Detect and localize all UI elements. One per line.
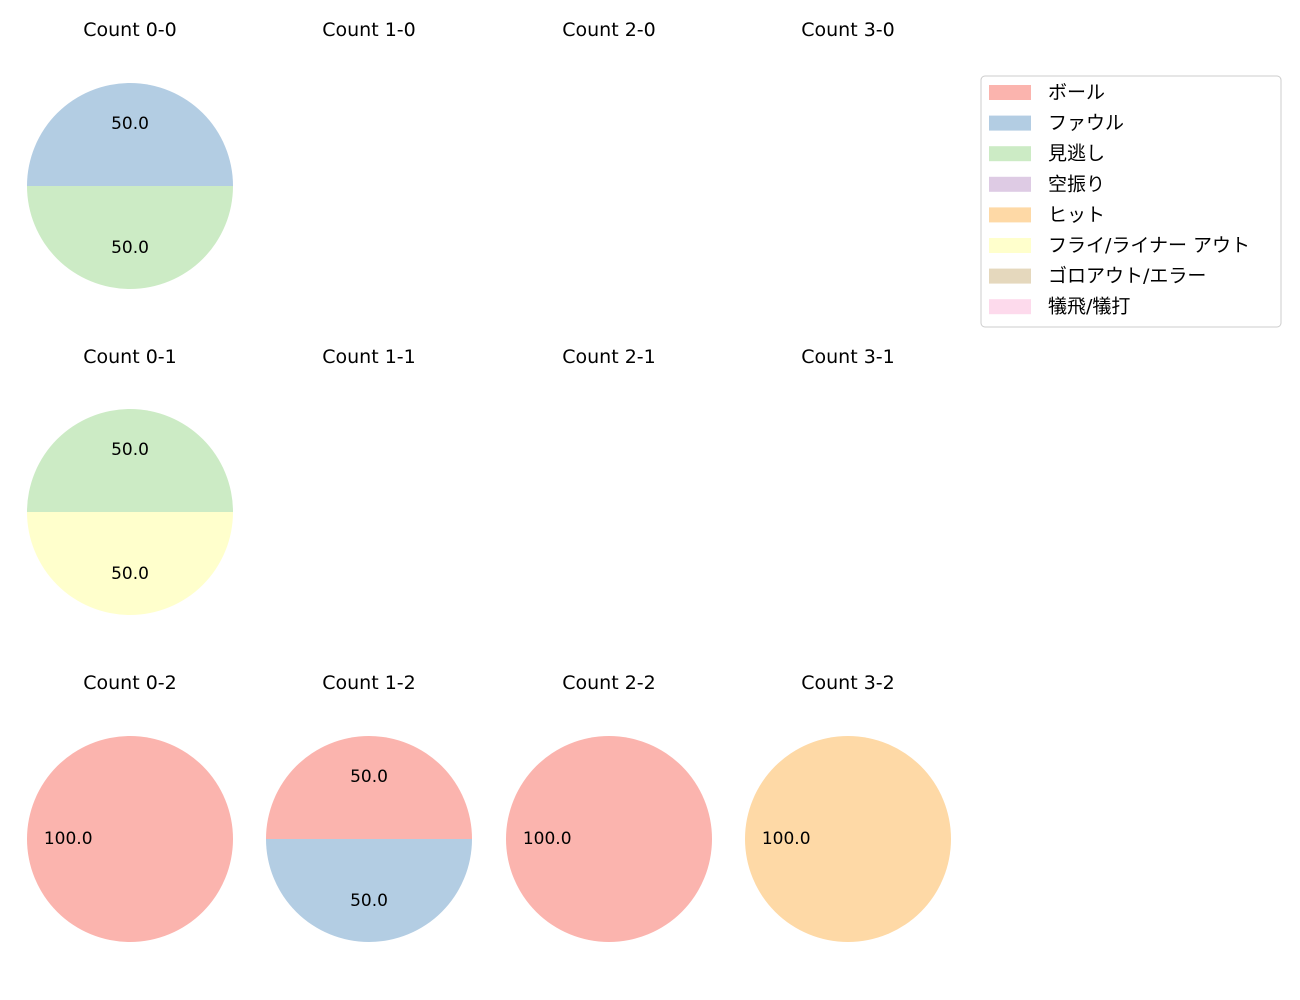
pie-slice xyxy=(745,736,951,942)
legend-label: 空振り xyxy=(1048,173,1105,195)
pie-title: Count 2-0 xyxy=(562,19,656,41)
pie-12: Count 3-2 100.0 xyxy=(745,672,951,942)
pie-slice xyxy=(27,736,233,942)
legend-swatch xyxy=(989,268,1031,284)
pie-title: Count 2-1 xyxy=(562,346,656,368)
pie-title: Count 3-1 xyxy=(801,346,895,368)
legend-swatch xyxy=(989,238,1031,253)
legend-swatch xyxy=(989,85,1031,100)
legend-frame xyxy=(980,75,1282,328)
slice-label: 100.0 xyxy=(762,829,811,849)
slice-label: 100.0 xyxy=(523,829,572,849)
pie-title: Count 3-0 xyxy=(801,19,895,41)
pie-2: Count 1-0 xyxy=(322,19,416,41)
pie-slice xyxy=(27,83,233,186)
pie-10: Count 1-2 50.0 50.0 xyxy=(266,672,472,942)
legend-label: ゴロアウト/エラー xyxy=(1048,265,1206,287)
pie-title: Count 1-2 xyxy=(322,672,416,694)
pie-title: Count 2-2 xyxy=(562,672,656,694)
pie-title: Count 1-0 xyxy=(322,19,416,41)
legend-item: ゴロアウト/エラー xyxy=(989,265,1206,287)
pie-6: Count 1-1 xyxy=(322,346,416,368)
pie-title: Count 1-1 xyxy=(322,346,416,368)
legend-swatch xyxy=(989,299,1031,315)
pie-1: Count 0-0 50.0 50.0 xyxy=(27,19,233,289)
slice-label: 50.0 xyxy=(111,564,149,584)
slice-label: 50.0 xyxy=(111,114,149,134)
legend-label: フライ/ライナー アウト xyxy=(1048,235,1250,257)
slice-label: 50.0 xyxy=(350,767,388,787)
legend-label: ヒット xyxy=(1048,204,1105,226)
legend-swatch xyxy=(989,146,1031,162)
legend-label: 犠飛/犠打 xyxy=(1048,296,1130,318)
pie-7: Count 2-1 xyxy=(562,346,656,368)
legend-item: ヒット xyxy=(989,204,1105,226)
pie-9: Count 0-2 100.0 xyxy=(27,672,233,942)
legend-swatch xyxy=(989,207,1031,223)
pie-title: Count 3-2 xyxy=(801,672,895,694)
legend-label: 見逃し xyxy=(1048,143,1105,165)
slice-label: 100.0 xyxy=(44,829,93,849)
legend-item: 見逃し xyxy=(989,143,1105,165)
pie-slice xyxy=(27,186,233,289)
slice-label: 50.0 xyxy=(350,891,388,911)
legend-swatch xyxy=(989,115,1031,131)
legend-item: ファウル xyxy=(989,112,1124,134)
legend-item: フライ/ライナー アウト xyxy=(989,235,1250,257)
pie-11: Count 2-2 100.0 xyxy=(506,672,712,942)
slice-label: 50.0 xyxy=(111,440,149,460)
pie-slice xyxy=(266,839,472,942)
legend-item: 空振り xyxy=(989,173,1105,195)
pie-3: Count 2-0 xyxy=(562,19,656,41)
pie-slice xyxy=(27,512,233,615)
legend-item: 犠飛/犠打 xyxy=(989,296,1130,318)
pie-title: Count 0-0 xyxy=(83,19,177,41)
pie-slice xyxy=(506,736,712,942)
pie-8: Count 3-1 xyxy=(801,346,895,368)
pie-slice xyxy=(27,409,233,512)
pie-4: Count 3-0 xyxy=(801,19,895,41)
legend-item: ボール xyxy=(989,82,1105,104)
pie-title: Count 0-2 xyxy=(83,672,177,694)
pie-slice xyxy=(266,736,472,839)
pie-title: Count 0-1 xyxy=(83,346,177,368)
pie-5: Count 0-1 50.0 50.0 xyxy=(27,346,233,615)
pies-group: Count 0-0 50.0 50.0 Count 1-0 Count 2-0 Count… xyxy=(27,19,951,942)
legend-label: ファウル xyxy=(1048,112,1124,134)
legend-label: ボール xyxy=(1048,82,1105,104)
legend-swatch xyxy=(989,176,1031,192)
slice-label: 50.0 xyxy=(111,238,149,258)
